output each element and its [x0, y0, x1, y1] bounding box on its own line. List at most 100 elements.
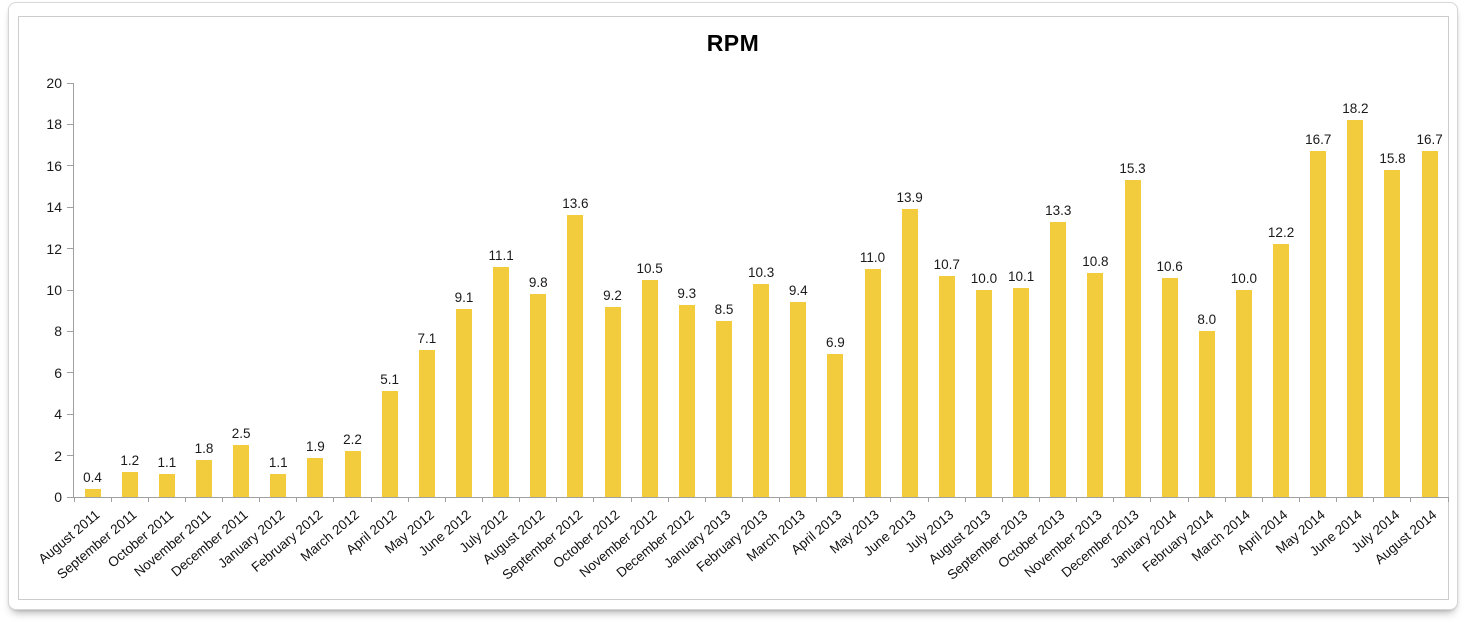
bar-value-label: 11.0: [859, 250, 886, 266]
bar: [1273, 244, 1290, 497]
bar: [567, 215, 584, 497]
bar-group-18: 10.3: [743, 83, 780, 497]
bar-value-label: 9.8: [528, 275, 548, 291]
bar-group-4: 2.5: [223, 83, 260, 497]
x-axis-tick: [1336, 497, 1338, 502]
bar-group-10: 9.1: [445, 83, 482, 497]
bar-group-30: 8.0: [1188, 83, 1225, 497]
bar: [1087, 273, 1104, 497]
x-axis-tick: [1410, 497, 1412, 502]
x-axis-tick: [853, 497, 855, 502]
bar-value-label: 10.6: [1156, 258, 1183, 274]
y-axis-tick: [67, 82, 74, 84]
bar-group-29: 10.6: [1151, 83, 1188, 497]
bar-value-label: 2.5: [231, 426, 251, 442]
bar-group-16: 9.3: [668, 83, 705, 497]
bar: [975, 290, 992, 497]
bar-group-24: 10.0: [965, 83, 1002, 497]
bar: [1050, 221, 1067, 497]
bar: [678, 304, 695, 497]
x-axis-tick: [1224, 497, 1226, 502]
bar: [270, 474, 287, 497]
x-axis-tick: [667, 497, 669, 502]
bar-group-19: 9.4: [780, 83, 817, 497]
bar-value-label: 8.5: [714, 302, 734, 318]
y-axis-label: 8: [54, 323, 62, 340]
bar-group-14: 9.2: [594, 83, 631, 497]
bar-value-label: 1.2: [120, 453, 140, 469]
x-axis-tick: [222, 497, 224, 502]
y-axis-label: 14: [46, 199, 62, 216]
x-axis-tick: [1150, 497, 1152, 502]
y-axis-label: 20: [46, 75, 62, 91]
plot-area: 0.4 1.2 1.1 1.8 2.5 1.1 1.9 2.2 5.1 7.1 9.1 11.1 9.8…: [35, 75, 1449, 583]
y-axis-label: 0: [54, 489, 62, 505]
bar: [381, 391, 398, 497]
x-axis-tick: [927, 497, 929, 502]
y-axis-tick: [67, 330, 74, 332]
bar-value-label: 10.8: [1082, 254, 1109, 270]
bar-group-0: 0.4: [74, 83, 111, 497]
bar: [1124, 180, 1141, 497]
bar-value-label: 2.2: [343, 432, 362, 448]
bar-value-label: 10.3: [747, 264, 775, 280]
bar-value-label: 10.0: [1230, 271, 1258, 286]
bar-group-5: 1.1: [260, 83, 297, 497]
bar-value-label: 9.3: [677, 285, 697, 301]
bar-group-36: 16.7: [1411, 83, 1448, 497]
x-axis-tick: [1298, 497, 1300, 502]
bar-group-1: 1.2: [111, 83, 148, 497]
y-axis-label: 16: [46, 157, 62, 174]
bar-value-label: 1.1: [268, 455, 288, 471]
x-axis-tick: [481, 497, 483, 502]
x-axis-tick: [1113, 497, 1115, 502]
bar-series: 0.4 1.2 1.1 1.8 2.5 1.1 1.9 2.2 5.1 7.1 9.1 11.1 9.8…: [74, 83, 1448, 497]
x-axis-tick: [1447, 497, 1449, 502]
x-axis-tick: [1001, 497, 1003, 502]
y-axis-tick: [67, 372, 74, 374]
y-axis-tick: [67, 496, 74, 498]
bar-value-label: 9.2: [603, 287, 622, 303]
bar: [1384, 169, 1401, 497]
x-axis-tick: [147, 497, 149, 502]
y-axis-label: 10: [46, 282, 62, 298]
y-axis-tick: [67, 206, 74, 208]
x-axis-tick: [779, 497, 781, 502]
bar-value-label: 10.7: [933, 256, 960, 272]
bar-value-label: 18.2: [1342, 101, 1369, 117]
bar: [753, 283, 770, 497]
bar-value-label: 16.7: [1305, 132, 1332, 148]
bar-value-label: 9.4: [788, 283, 808, 299]
bar: [158, 474, 175, 497]
bar: [84, 488, 101, 497]
bar: [121, 472, 138, 497]
bar: [195, 459, 212, 497]
x-axis-tick: [964, 497, 966, 502]
bar: [493, 267, 510, 497]
bar-group-32: 12.2: [1263, 83, 1300, 497]
x-axis-tick: [593, 497, 595, 502]
bar-value-label: 8.0: [1197, 312, 1217, 328]
x-axis-tick: [704, 497, 706, 502]
bar-group-9: 7.1: [408, 83, 445, 497]
bar-value-label: 10.1: [1007, 268, 1035, 284]
bar-value-label: 0.4: [83, 469, 102, 485]
bar: [530, 294, 547, 497]
x-axis-tick: [556, 497, 558, 502]
x-axis-tick: [1373, 497, 1375, 502]
chart-frame: [18, 16, 1449, 600]
x-axis-tick: [296, 497, 298, 502]
bar-group-20: 6.9: [817, 83, 854, 497]
bar-group-13: 13.6: [557, 83, 594, 497]
bar-group-11: 11.1: [483, 83, 520, 497]
bar-value-label: 9.1: [454, 289, 474, 305]
bar-group-25: 10.1: [1003, 83, 1040, 497]
bar-group-8: 5.1: [371, 83, 408, 497]
bar: [1347, 120, 1364, 497]
y-axis-label: 4: [54, 406, 62, 423]
x-axis-tick: [407, 497, 409, 502]
bar-value-label: 15.3: [1119, 161, 1146, 177]
bar-group-31: 10.0: [1225, 83, 1262, 497]
bar: [307, 457, 324, 497]
bar-value-label: 10.0: [970, 271, 998, 286]
